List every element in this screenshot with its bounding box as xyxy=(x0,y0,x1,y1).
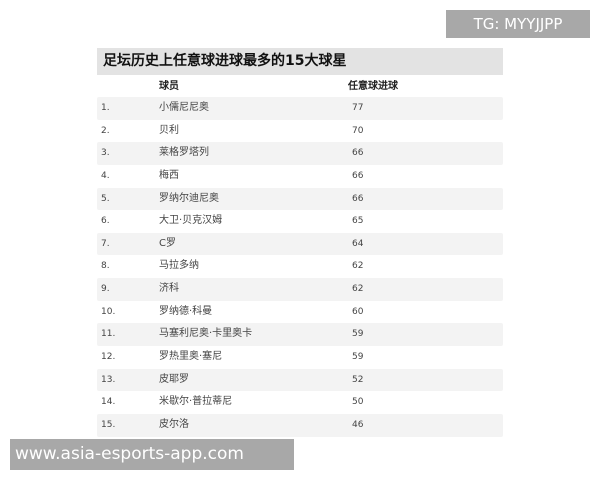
rank-cell: 3. xyxy=(101,148,110,159)
goals-cell: 66 xyxy=(352,170,364,181)
player-cell: 济科 xyxy=(159,283,179,295)
rank-cell: 4. xyxy=(101,170,110,181)
table-body: 1. 小儒尼尼奥 77 2. 贝利 70 3. 莱格罗塔列 66 4. 梅西 66 5. 罗纳尔迪尼奥 66… xyxy=(97,97,503,437)
goals-cell: 52 xyxy=(352,374,364,385)
header-player: 球员 xyxy=(159,81,179,92)
table-row: 5. 罗纳尔迪尼奥 66 xyxy=(97,187,503,211)
goals-cell: 66 xyxy=(352,193,364,204)
goals-cell: 59 xyxy=(352,329,364,340)
player-cell: 莱格罗塔列 xyxy=(159,147,209,159)
rank-cell: 13. xyxy=(101,374,116,385)
table-row: 1. 小儒尼尼奥 77 xyxy=(97,97,503,120)
table-row: 8. 马拉多纳 62 xyxy=(97,255,503,278)
rank-cell: 5. xyxy=(101,193,110,204)
player-cell: 皮尔洛 xyxy=(159,418,189,430)
goals-cell: 60 xyxy=(352,306,364,317)
player-cell: 贝利 xyxy=(159,124,179,136)
watermark-bottom: www.asia-esports-app.com xyxy=(10,439,294,470)
table-row: 12. 罗热里奥·塞尼 59 xyxy=(97,346,503,369)
table-row: 9. 济科 62 xyxy=(97,278,503,301)
rank-cell: 1. xyxy=(101,103,110,113)
goals-cell: 65 xyxy=(352,216,364,227)
player-cell: 罗纳尔迪尼奥 xyxy=(159,192,219,204)
table-row: 6. 大卫·贝克汉姆 65 xyxy=(97,210,503,233)
table-title: 足坛历史上任意球进球最多的15大球星 xyxy=(97,48,503,75)
rank-cell: 7. xyxy=(101,238,110,249)
rank-cell: 9. xyxy=(101,284,110,295)
goals-cell: 50 xyxy=(352,397,364,408)
watermark-top: TG: MYYJJPP xyxy=(446,10,590,38)
rank-cell: 11. xyxy=(101,329,116,340)
rank-cell: 15. xyxy=(101,419,116,430)
rank-cell: 2. xyxy=(101,125,110,136)
player-cell: 罗纳德·科曼 xyxy=(159,305,213,317)
rank-cell: 12. xyxy=(101,352,116,363)
player-cell: 大卫·贝克汉姆 xyxy=(159,215,223,227)
table-row: 7. C罗 64 xyxy=(97,232,503,256)
player-cell: C罗 xyxy=(159,237,176,249)
table-row: 4. 梅西 66 xyxy=(97,165,503,188)
player-cell: 米歇尔·普拉蒂尼 xyxy=(159,396,233,408)
rank-cell: 6. xyxy=(101,216,110,227)
goals-cell: 66 xyxy=(352,148,364,159)
goals-cell: 62 xyxy=(352,284,364,295)
header-goals: 任意球进球 xyxy=(348,81,398,92)
player-cell: 小儒尼尼奥 xyxy=(159,102,209,113)
table-header: 球员 任意球进球 xyxy=(97,77,503,97)
player-cell: 罗热里奥·塞尼 xyxy=(159,351,223,363)
goals-cell: 64 xyxy=(352,238,364,249)
goals-cell: 46 xyxy=(352,419,364,430)
table-row: 11. 马塞利尼奥·卡里奥卡 59 xyxy=(97,323,503,347)
player-cell: 梅西 xyxy=(159,169,179,181)
player-cell: 皮耶罗 xyxy=(159,373,189,385)
rank-cell: 8. xyxy=(101,261,110,272)
goals-cell: 70 xyxy=(352,125,364,136)
table-row: 14. 米歇尔·普拉蒂尼 50 xyxy=(97,391,503,414)
player-cell: 马拉多纳 xyxy=(159,260,199,272)
table-row: 2. 贝利 70 xyxy=(97,120,503,143)
table-row: 3. 莱格罗塔列 66 xyxy=(97,142,503,165)
table-row: 10. 罗纳德·科曼 60 xyxy=(97,301,503,324)
table-row: 15. 皮尔洛 46 xyxy=(97,413,503,437)
table-row: 13. 皮耶罗 52 xyxy=(97,368,503,392)
rank-cell: 14. xyxy=(101,397,116,408)
player-cell: 马塞利尼奥·卡里奥卡 xyxy=(159,328,253,340)
goals-cell: 59 xyxy=(352,352,364,363)
rank-cell: 10. xyxy=(101,306,116,317)
goals-cell: 77 xyxy=(352,103,364,113)
goals-cell: 62 xyxy=(352,261,364,272)
